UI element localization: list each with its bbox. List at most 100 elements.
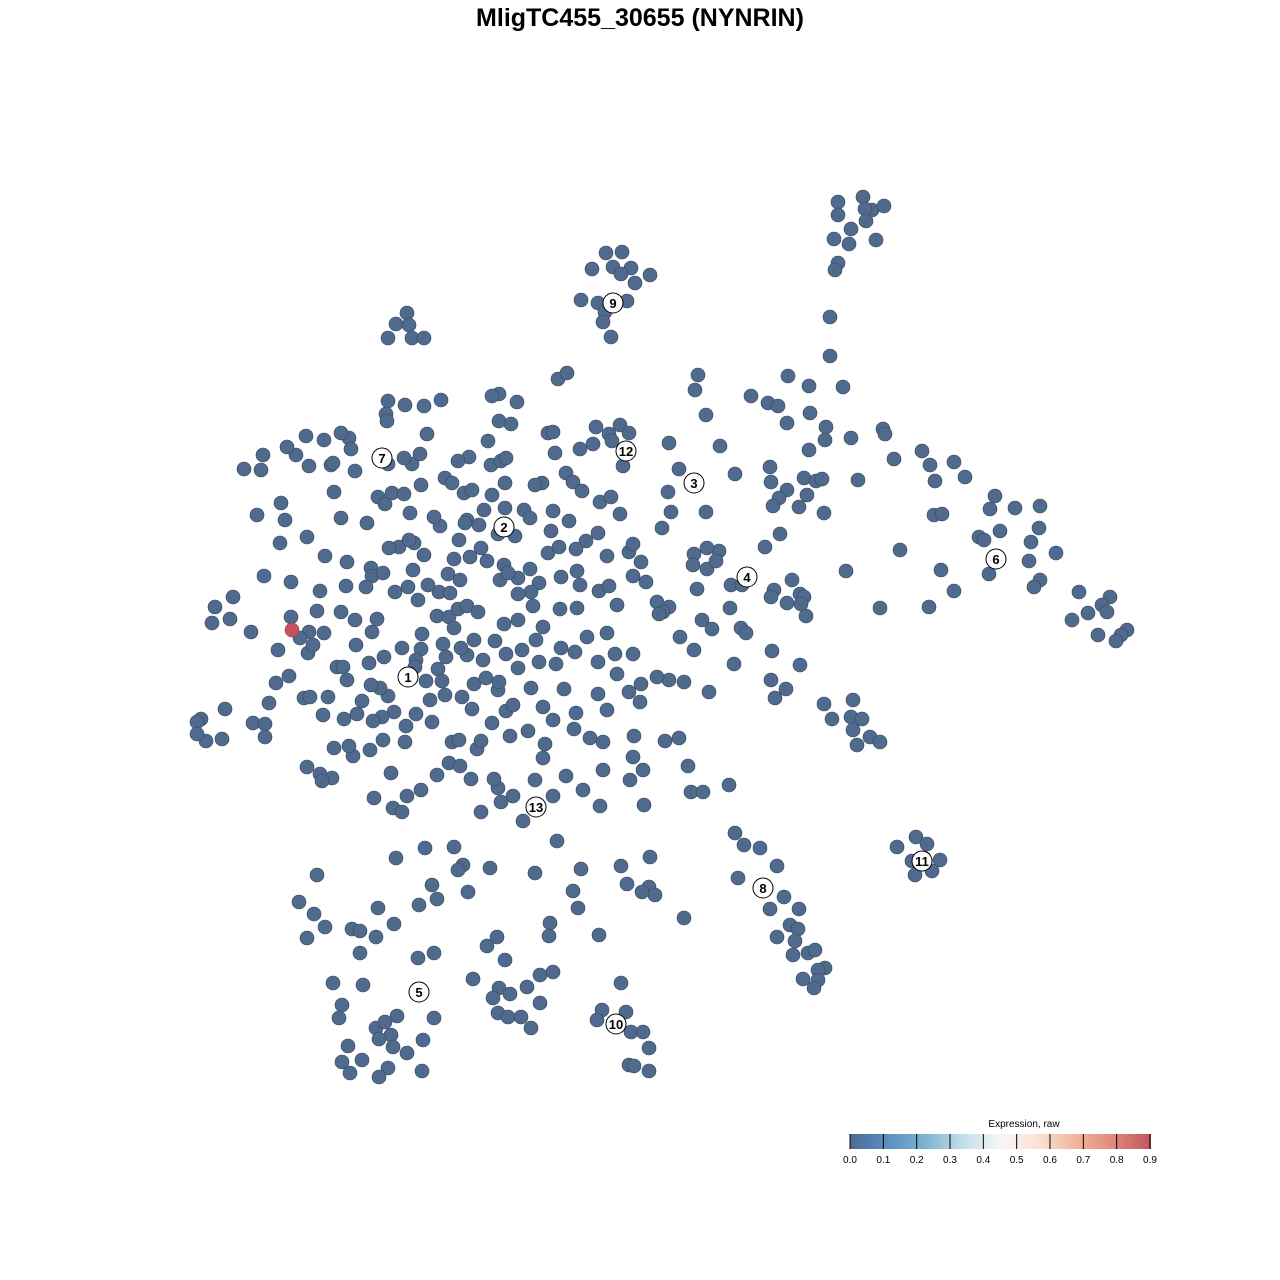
- data-point: [770, 398, 786, 414]
- data-point: [475, 652, 491, 668]
- legend-tick-label: 0.1: [876, 1155, 890, 1166]
- data-point: [826, 231, 842, 247]
- data-point: [386, 916, 402, 932]
- data-point: [802, 405, 818, 421]
- data-point: [484, 487, 500, 503]
- data-point: [619, 876, 635, 892]
- data-point: [634, 884, 650, 900]
- data-point: [389, 1008, 405, 1024]
- data-point: [542, 915, 558, 931]
- data-point: [609, 666, 625, 682]
- data-point: [872, 734, 888, 750]
- data-point: [908, 829, 924, 845]
- data-point: [545, 964, 561, 980]
- data-point: [473, 733, 489, 749]
- data-point: [440, 566, 456, 582]
- data-point: [315, 707, 331, 723]
- data-point: [625, 536, 641, 552]
- data-point: [484, 715, 500, 731]
- data-point: [635, 1024, 651, 1040]
- data-point: [845, 692, 861, 708]
- data-point: [316, 432, 332, 448]
- data-point: [982, 501, 998, 517]
- data-point: [592, 798, 608, 814]
- data-point: [283, 609, 299, 625]
- data-point: [574, 483, 590, 499]
- data-point: [595, 734, 611, 750]
- data-point: [549, 833, 565, 849]
- cluster-label-badge: [752, 877, 774, 899]
- data-point: [399, 1045, 415, 1061]
- data-point: [784, 572, 800, 588]
- cluster-label-badge: [736, 566, 758, 588]
- data-point: [433, 392, 449, 408]
- data-point: [366, 790, 382, 806]
- cluster-label: 4: [736, 566, 758, 588]
- data-point: [849, 737, 865, 753]
- data-point: [405, 562, 421, 578]
- data-point: [588, 419, 604, 435]
- data-point: [591, 927, 607, 943]
- data-point: [933, 562, 949, 578]
- data-point: [932, 852, 948, 868]
- data-point: [548, 656, 564, 672]
- data-point: [660, 484, 676, 500]
- data-point: [473, 804, 489, 820]
- cluster-label-badge: [602, 292, 624, 314]
- data-point: [919, 836, 935, 852]
- data-point: [531, 654, 547, 670]
- cluster-label: 1: [397, 666, 419, 688]
- data-point: [1031, 520, 1047, 536]
- data-point: [397, 397, 413, 413]
- data-point: [796, 470, 812, 486]
- data-point: [342, 1065, 358, 1081]
- data-point: [414, 626, 430, 642]
- data-point: [334, 997, 350, 1013]
- data-point: [601, 578, 617, 594]
- data-point: [299, 529, 315, 545]
- data-point: [798, 608, 814, 624]
- data-point: [340, 1038, 356, 1054]
- data-point: [479, 553, 495, 569]
- data-point: [535, 699, 551, 715]
- data-point: [672, 629, 688, 645]
- data-point: [621, 684, 637, 700]
- data-point: [613, 266, 629, 282]
- data-point: [380, 330, 396, 346]
- data-point: [333, 604, 349, 620]
- data-point: [661, 435, 677, 451]
- data-point: [416, 330, 432, 346]
- cluster-label-badge: [408, 981, 430, 1003]
- data-point: [339, 554, 355, 570]
- data-point: [509, 394, 525, 410]
- legend-tick-label: 0.2: [910, 1155, 924, 1166]
- data-point: [446, 839, 462, 855]
- data-point: [695, 784, 711, 800]
- data-point: [325, 975, 341, 991]
- data-point: [877, 426, 893, 442]
- data-point: [377, 496, 393, 512]
- data-point: [599, 702, 615, 718]
- data-point: [776, 889, 792, 905]
- data-point: [889, 839, 905, 855]
- data-point: [243, 624, 259, 640]
- data-point: [354, 1052, 370, 1068]
- data-point: [236, 461, 252, 477]
- data-point: [505, 788, 521, 804]
- data-point: [561, 513, 577, 529]
- data-point: [359, 515, 375, 531]
- data-point: [558, 768, 574, 784]
- data-point: [545, 503, 561, 519]
- data-point: [338, 578, 354, 594]
- data-point: [892, 542, 908, 558]
- data-point: [698, 407, 714, 423]
- data-point: [661, 672, 677, 688]
- cluster-label-text: 5: [415, 985, 422, 1000]
- data-point: [738, 625, 754, 641]
- data-point: [535, 619, 551, 635]
- data-point: [420, 577, 436, 593]
- data-point: [349, 706, 365, 722]
- data-point: [249, 507, 265, 523]
- data-point: [416, 398, 432, 414]
- data-point: [397, 734, 413, 750]
